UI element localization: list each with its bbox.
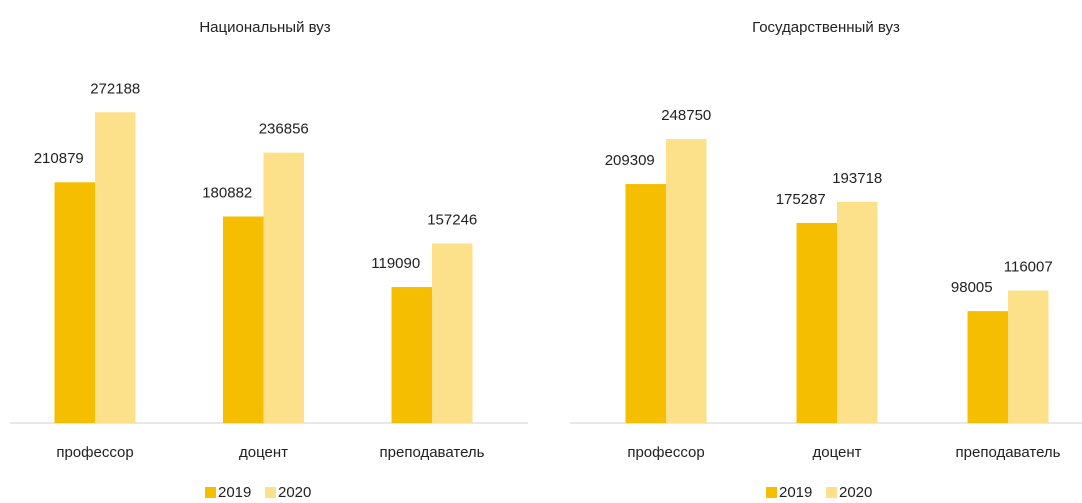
bar xyxy=(837,201,878,423)
bar xyxy=(432,243,473,423)
x-tick-label: преподаватель xyxy=(380,444,485,461)
x-tick-label: доцент xyxy=(239,444,288,461)
x-tick-label: доцент xyxy=(812,444,861,461)
chart-title: Национальный вуз xyxy=(199,19,330,36)
bar xyxy=(967,311,1008,423)
bar xyxy=(95,112,136,423)
bar xyxy=(666,139,707,423)
value-label: 209309 xyxy=(605,152,655,169)
legend-swatch xyxy=(826,487,837,498)
legend-label: 2020 xyxy=(278,484,311,501)
x-tick-label: профессор xyxy=(56,444,133,461)
bar xyxy=(263,152,304,423)
value-label: 180882 xyxy=(202,184,252,201)
chart-title: Государственный вуз xyxy=(752,19,900,36)
value-label: 193718 xyxy=(832,170,882,187)
bar xyxy=(54,182,95,423)
bar xyxy=(625,184,666,423)
bar xyxy=(391,287,432,423)
legend-label: 2020 xyxy=(839,484,872,501)
value-label: 236856 xyxy=(259,121,309,138)
value-label: 119090 xyxy=(371,255,420,272)
bar xyxy=(223,216,264,423)
value-label: 116007 xyxy=(1004,259,1053,276)
value-label: 175287 xyxy=(776,191,826,208)
value-label: 98005 xyxy=(951,279,993,296)
value-label: 248750 xyxy=(661,107,711,124)
legend-label: 2019 xyxy=(218,484,251,501)
bar xyxy=(1008,290,1049,423)
legend-swatch xyxy=(265,487,276,498)
value-label: 272188 xyxy=(90,80,140,97)
legend-label: 2019 xyxy=(779,484,812,501)
legend-swatch xyxy=(205,487,216,498)
legend-swatch xyxy=(766,487,777,498)
value-label: 210879 xyxy=(34,150,84,167)
bar xyxy=(796,222,837,423)
x-tick-label: преподаватель xyxy=(956,444,1061,461)
value-label: 157246 xyxy=(427,211,477,228)
x-tick-label: профессор xyxy=(627,444,704,461)
